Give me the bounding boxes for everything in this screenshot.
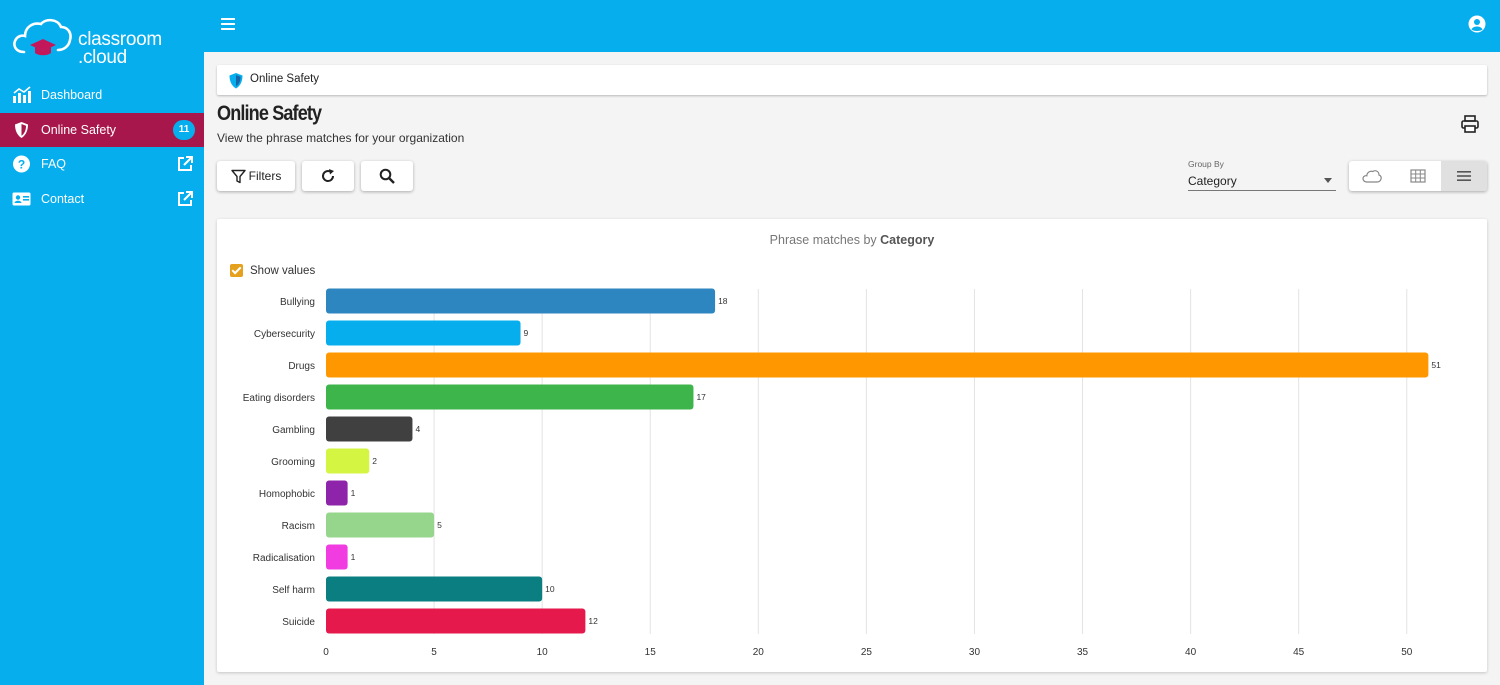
group-by-label: Group By <box>1188 159 1224 169</box>
cloud-view-button[interactable] <box>1349 161 1395 191</box>
bar <box>326 352 1429 378</box>
data-label: 51 <box>1431 360 1441 370</box>
show-values-label: Show values <box>250 264 316 277</box>
filter-icon <box>230 169 246 183</box>
category-label: Radicalisation <box>253 553 315 564</box>
select-underline <box>1188 190 1336 191</box>
sidebar: classroom .cloud Dashboard Online Safety… <box>0 0 204 685</box>
refresh-icon <box>322 169 335 182</box>
category-label: Grooming <box>271 457 315 468</box>
dropdown-arrow-icon <box>1324 178 1332 183</box>
breadcrumb: Online Safety <box>217 65 1487 95</box>
data-label: 18 <box>718 296 728 306</box>
filters-button[interactable]: Filters <box>217 161 295 191</box>
data-label: 5 <box>437 520 442 530</box>
x-tick-label: 40 <box>1185 647 1197 658</box>
classroom-cloud-logo[interactable]: classroom .cloud <box>12 14 172 68</box>
sidebar-item-contact[interactable]: Contact <box>0 182 204 217</box>
user-account-icon[interactable] <box>1468 15 1486 33</box>
bar <box>326 448 370 474</box>
category-label: Racism <box>282 521 315 532</box>
x-tick-label: 50 <box>1401 647 1413 658</box>
sidebar-nav: Dashboard Online Safety 11 ? FAQ <box>0 78 204 216</box>
category-label: Self harm <box>272 585 315 596</box>
group-by-select[interactable]: Group By Category <box>1188 157 1336 193</box>
show-values-checkbox[interactable]: Show values <box>230 264 315 277</box>
bar <box>326 416 413 442</box>
top-bar <box>204 0 1500 52</box>
bar <box>326 608 586 634</box>
page-title: Online Safety <box>217 102 322 125</box>
shield-icon <box>15 121 28 138</box>
x-tick-label: 0 <box>323 647 329 658</box>
category-label: Homophobic <box>259 489 315 500</box>
sidebar-item-faq[interactable]: ? FAQ <box>0 147 204 182</box>
cloud-icon <box>1362 170 1382 183</box>
data-label: 9 <box>524 328 529 338</box>
bar <box>326 480 348 506</box>
view-toggle <box>1349 161 1487 191</box>
hamburger-menu-icon[interactable] <box>220 16 236 32</box>
category-label: Drugs <box>288 361 315 372</box>
bar <box>326 384 694 410</box>
x-tick-label: 5 <box>431 647 437 658</box>
sidebar-item-online-safety[interactable]: Online Safety 11 <box>0 112 204 147</box>
sidebar-item-label: FAQ <box>41 157 67 171</box>
category-label: Suicide <box>282 617 315 628</box>
data-label: 1 <box>351 552 356 562</box>
table-icon <box>1410 169 1426 183</box>
print-icon[interactable] <box>1460 114 1480 134</box>
shield-icon <box>229 73 243 89</box>
chart-icon <box>13 86 31 103</box>
x-tick-label: 35 <box>1077 647 1089 658</box>
cloud-logo-icon <box>13 18 72 56</box>
group-by-value: Category <box>1188 174 1237 188</box>
data-label: 10 <box>545 584 555 594</box>
bar <box>326 544 348 570</box>
category-label: Gambling <box>272 425 315 436</box>
x-tick-label: 15 <box>645 647 657 658</box>
external-link-icon[interactable] <box>177 190 194 207</box>
data-label: 1 <box>351 488 356 498</box>
data-label: 12 <box>588 616 598 626</box>
x-tick-label: 25 <box>861 647 873 658</box>
x-tick-label: 10 <box>537 647 549 658</box>
question-icon: ? <box>13 155 30 173</box>
category-label: Cybersecurity <box>254 329 315 340</box>
x-tick-label: 20 <box>753 647 765 658</box>
refresh-button[interactable] <box>302 161 354 191</box>
search-icon <box>379 168 395 184</box>
breadcrumb-item[interactable]: Online Safety <box>250 73 320 85</box>
bar <box>326 576 543 602</box>
sidebar-item-label: Dashboard <box>41 88 103 102</box>
x-tick-label: 30 <box>969 647 981 658</box>
bar <box>326 320 521 346</box>
category-label: Bullying <box>280 297 315 308</box>
sidebar-item-dashboard[interactable]: Dashboard <box>0 78 204 113</box>
svg-text:?: ? <box>18 158 25 172</box>
data-label: 2 <box>372 456 377 466</box>
table-view-button[interactable] <box>1395 161 1441 191</box>
search-button[interactable] <box>361 161 413 191</box>
category-label: Eating disorders <box>243 393 315 404</box>
data-label: 4 <box>415 424 420 434</box>
logo-text: classroom .cloud <box>78 29 162 68</box>
checkbox-checked-icon <box>230 264 243 277</box>
bar <box>326 512 435 538</box>
x-tick-label: 45 <box>1293 647 1305 658</box>
sidebar-item-label: Contact <box>41 191 85 206</box>
bar-chart-view-button[interactable] <box>1441 161 1487 191</box>
data-label: 17 <box>696 392 706 402</box>
filters-button-label: Filters <box>248 169 282 183</box>
chart-card: Phrase matches by Category Show values 0… <box>217 219 1487 672</box>
page-subtitle: View the phrase matches for your organiz… <box>217 131 465 145</box>
count-badge: 11 <box>173 119 195 140</box>
contact-card-icon <box>12 192 31 205</box>
external-link-icon[interactable] <box>177 155 194 172</box>
chart-title: Phrase matches by Category <box>769 233 935 247</box>
sidebar-item-label: Online Safety <box>41 122 117 137</box>
list-bars-icon <box>1457 171 1471 181</box>
bar <box>326 288 716 314</box>
